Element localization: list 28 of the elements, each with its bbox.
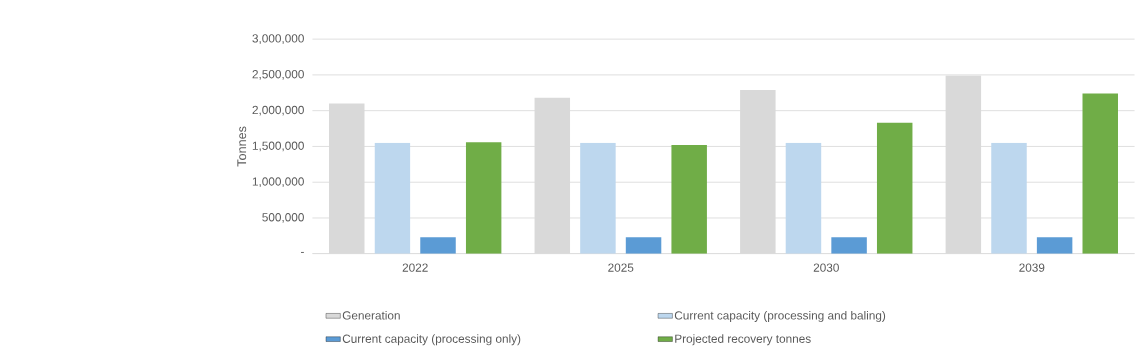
bar (374, 142, 411, 254)
y-axis-title: Tonnes (237, 126, 247, 167)
bar (671, 144, 707, 254)
legend-label: Current capacity (processing and baling) (674, 310, 886, 322)
y-tick-label: 500,000 (262, 213, 304, 223)
bar (420, 237, 456, 254)
y-tick-label: 1,500,000 (252, 141, 304, 152)
bar (580, 142, 616, 254)
x-tick-label: 2030 (813, 263, 839, 272)
legend-label: Projected recovery tonnes (675, 334, 811, 346)
legend-label: Current capacity (processing only) (342, 334, 521, 346)
bar (991, 142, 1027, 254)
y-tick-label: - (300, 251, 304, 253)
bar (785, 142, 822, 254)
bar (1036, 237, 1073, 254)
x-tick-label: 2022 (402, 263, 428, 272)
bar (625, 237, 662, 254)
x-tick-label: 2039 (1019, 263, 1045, 272)
y-tick-label: 2,500,000 (252, 69, 304, 80)
bar (876, 122, 913, 254)
x-tick-label: 2025 (608, 263, 634, 272)
bar (1082, 93, 1118, 254)
bar (831, 237, 867, 254)
y-tick-label: 2,000,000 (252, 105, 304, 116)
bar (465, 142, 502, 254)
y-tick-label: 1,000,000 (252, 177, 304, 187)
legend-label: Generation (342, 310, 400, 320)
y-tick-label: 3,000,000 (252, 34, 304, 44)
